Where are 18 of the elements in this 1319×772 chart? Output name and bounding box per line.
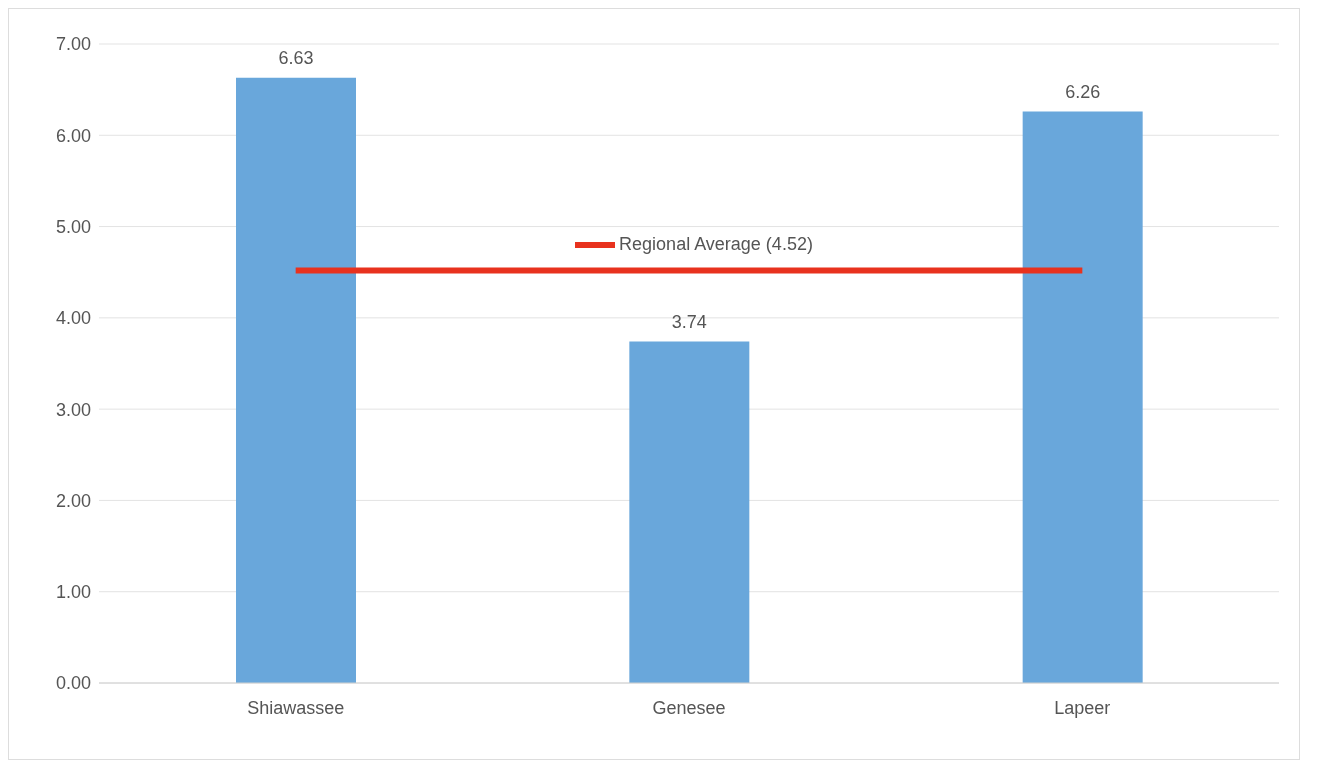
legend-label: Regional Average (4.52) xyxy=(619,234,813,255)
y-tick-label: 0.00 xyxy=(55,673,91,694)
data-label: 3.74 xyxy=(671,311,707,332)
y-tick-label: 6.00 xyxy=(55,125,91,146)
data-label: 6.26 xyxy=(1065,81,1101,102)
y-tick-label: 3.00 xyxy=(55,399,91,420)
y-tick-label: 5.00 xyxy=(55,216,91,237)
y-tick-label: 2.00 xyxy=(55,490,91,511)
x-tick-label: Shiawassee xyxy=(247,697,345,718)
y-tick-label: 1.00 xyxy=(55,582,91,603)
y-tick-label: 7.00 xyxy=(55,34,91,55)
bar xyxy=(629,341,750,683)
x-tick-label: Genesee xyxy=(652,697,726,718)
bar xyxy=(1022,111,1143,683)
y-tick-label: 4.00 xyxy=(55,308,91,329)
bar xyxy=(236,77,356,683)
data-label: 6.63 xyxy=(278,47,314,68)
x-tick-label: Lapeer xyxy=(1054,697,1111,718)
